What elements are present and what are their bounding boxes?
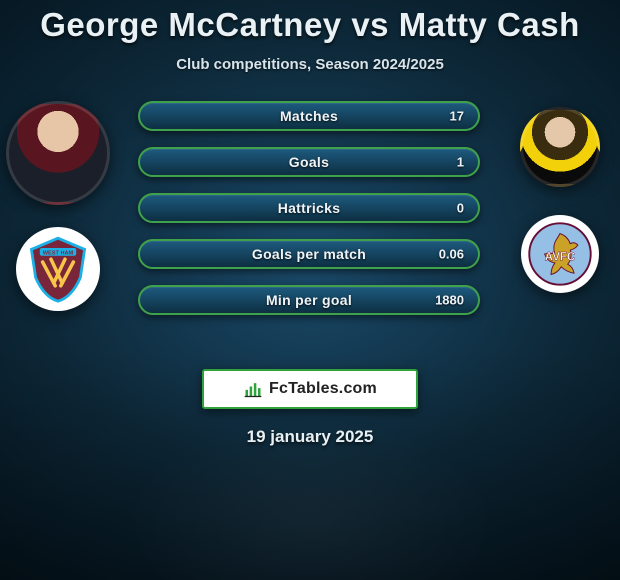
avfc-crest-icon: AVFC [528,222,592,286]
stat-label: Goals [289,154,329,170]
stat-pill-list: Matches 17 Goals 1 Hattricks 0 Goals per… [138,101,480,315]
stat-label: Goals per match [252,246,366,262]
stat-label: Hattricks [278,200,341,216]
snapshot-date: 19 january 2025 [0,427,620,447]
player-right-column: AVFC [520,101,600,293]
player-right-avatar [520,107,600,187]
club-left-crest: WEST HAM [16,227,100,311]
svg-text:AVFC: AVFC [545,251,576,263]
bar-chart-icon [243,379,263,399]
stat-value-right: 17 [450,109,464,124]
stat-row: Matches 17 [138,101,480,131]
stat-value-right: 1 [457,155,464,170]
stat-row: Goals per match 0.06 [138,239,480,269]
comparison-arena: WEST HAM AVFC Matches 17 Goals 1 [0,101,620,351]
brand-rest: Tables.com [288,380,377,397]
stat-label: Min per goal [266,292,352,308]
page-title: George McCartney vs Matty Cash [0,6,620,44]
player-left-avatar [6,101,110,205]
west-ham-crest-icon: WEST HAM [23,234,93,304]
club-right-crest: AVFC [521,215,599,293]
stat-row: Hattricks 0 [138,193,480,223]
subtitle: Club competitions, Season 2024/2025 [0,56,620,73]
stat-row: Min per goal 1880 [138,285,480,315]
stat-row: Goals 1 [138,147,480,177]
player-left-column: WEST HAM [6,101,110,311]
stat-value-right: 1880 [435,293,464,308]
svg-text:WEST HAM: WEST HAM [43,250,74,256]
stat-value-right: 0 [457,201,464,216]
brand-fc: Fc [269,380,288,397]
stat-label: Matches [280,108,338,124]
brand-badge[interactable]: FcTables.com [202,369,418,409]
brand-text: FcTables.com [269,380,377,398]
comparison-card: George McCartney vs Matty Cash Club comp… [0,0,620,580]
stat-value-right: 0.06 [439,247,464,262]
